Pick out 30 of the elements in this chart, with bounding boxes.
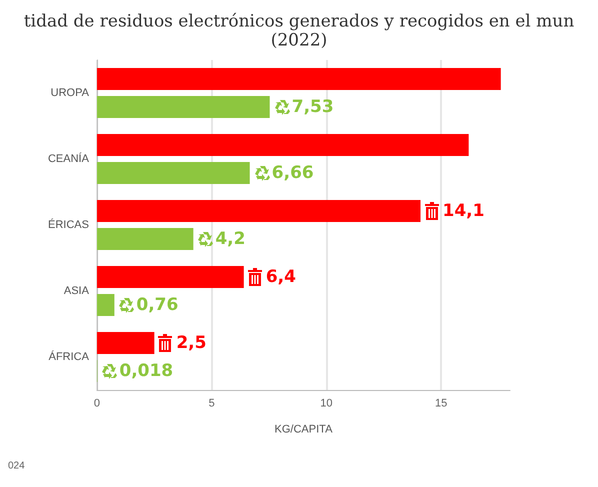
data-label: 2,5 <box>176 333 206 353</box>
bar <box>96 96 270 118</box>
data-label: 0,018 <box>119 361 174 381</box>
data-label: 14,1 <box>442 201 484 221</box>
x-tick-label: 15 <box>435 398 448 410</box>
x-tick-label: 0 <box>94 398 100 410</box>
bar <box>96 228 194 250</box>
x-tick-label: 5 <box>208 398 215 410</box>
y-tick-label: ASIA <box>64 285 90 297</box>
x-axis-title: KG/CAPITA <box>274 424 334 436</box>
data-label: 4,2 <box>215 229 246 249</box>
data-label: 6,66 <box>272 163 314 183</box>
chart-title: tidad de residuos electrónicos generados y recogidos en el mun <box>24 12 574 32</box>
bar <box>96 68 501 90</box>
x-tick-label: 10 <box>320 398 333 410</box>
y-tick-label: UROPA <box>50 87 90 99</box>
bar <box>96 162 250 184</box>
bar <box>96 266 244 288</box>
data-label: 6,4 <box>266 267 296 287</box>
y-tick-label: ÉRICAS <box>48 218 89 231</box>
bar <box>96 200 421 222</box>
bar <box>96 332 154 354</box>
y-tick-label: ÁFRICA <box>48 350 90 363</box>
bar <box>96 134 469 156</box>
data-label: 7,53 <box>292 97 334 117</box>
text: 024 <box>8 460 26 472</box>
chart-subtitle: (2022) <box>270 30 328 50</box>
y-tick-label: CEANÍA <box>48 152 90 165</box>
data-label: 0,76 <box>136 295 178 315</box>
bar <box>96 294 114 316</box>
